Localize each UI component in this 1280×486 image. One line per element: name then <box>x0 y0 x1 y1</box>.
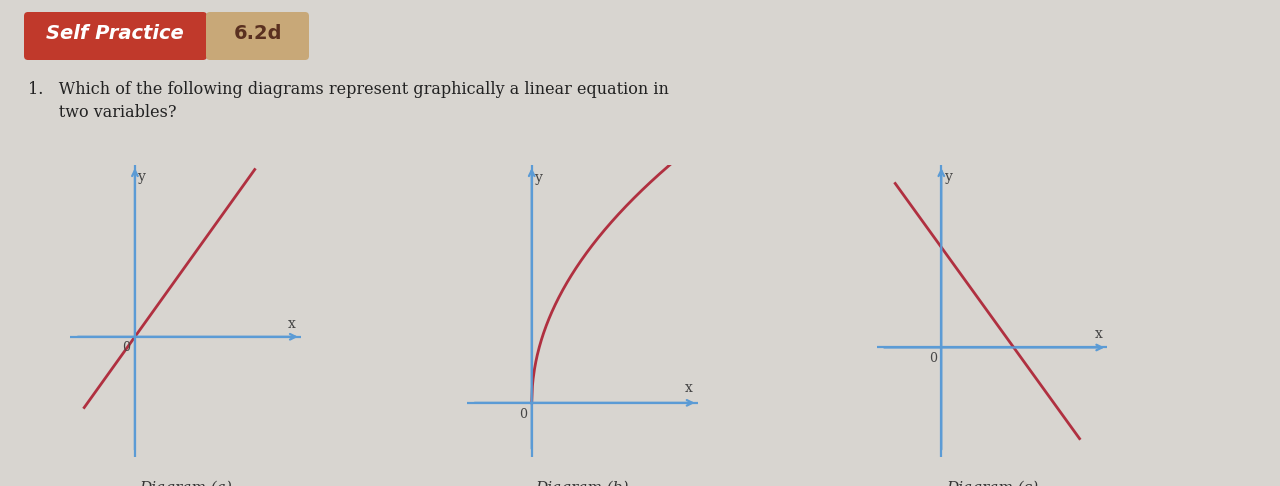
Text: y: y <box>535 171 543 185</box>
Text: Diagram (c): Diagram (c) <box>946 480 1038 486</box>
Text: 0: 0 <box>123 341 131 354</box>
Text: y: y <box>945 170 952 184</box>
Text: 0: 0 <box>520 408 527 421</box>
Text: x: x <box>1094 327 1102 341</box>
Text: 6.2d: 6.2d <box>234 24 283 44</box>
Text: x: x <box>288 317 296 331</box>
FancyBboxPatch shape <box>206 12 308 60</box>
Text: 0: 0 <box>929 352 937 365</box>
Text: two variables?: two variables? <box>28 104 177 121</box>
Text: 1.   Which of the following diagrams represent graphically a linear equation in: 1. Which of the following diagrams repre… <box>28 81 669 98</box>
Text: y: y <box>138 170 146 184</box>
Text: Diagram (b): Diagram (b) <box>535 480 630 486</box>
Text: Diagram (a): Diagram (a) <box>140 480 232 486</box>
Text: x: x <box>685 382 692 395</box>
FancyBboxPatch shape <box>24 12 207 60</box>
Text: Self Practice: Self Practice <box>46 24 184 44</box>
